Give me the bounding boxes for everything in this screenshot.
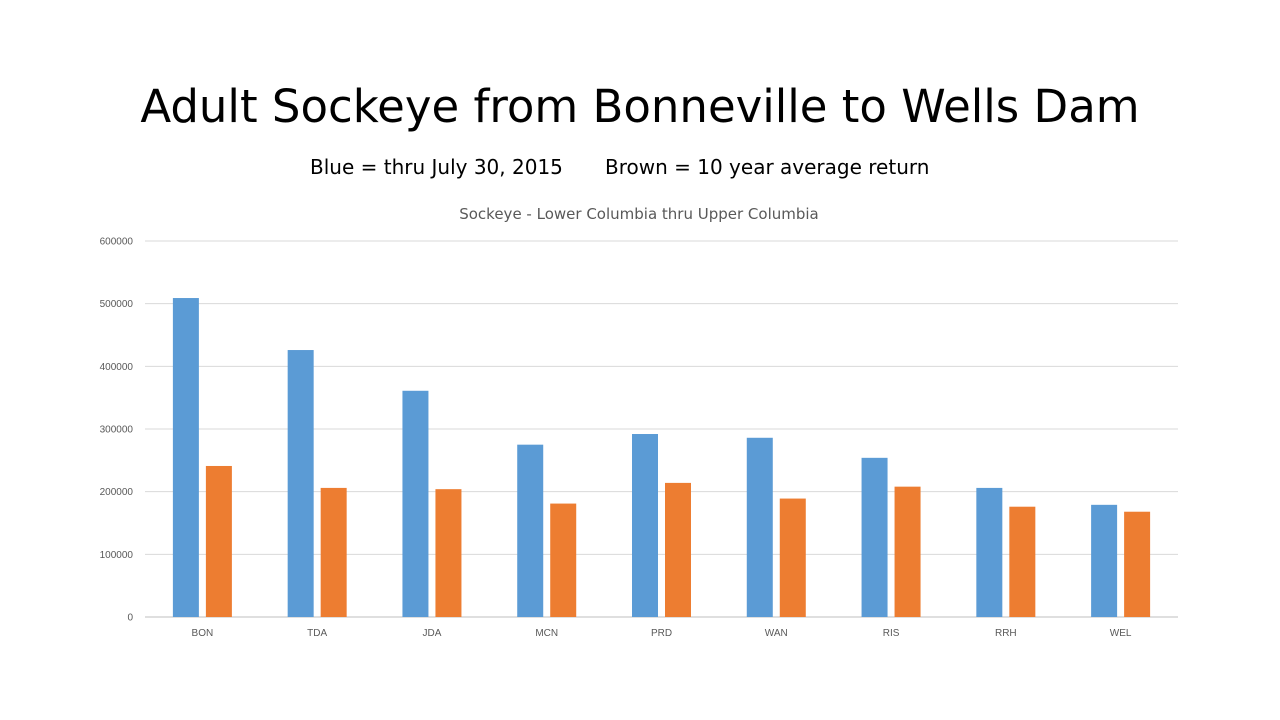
x-tick-label-rrh: RRH: [995, 628, 1017, 639]
chart-bars: [172, 298, 1151, 617]
bar-wel-series-1: [1091, 504, 1118, 617]
chart-gridlines: [145, 240, 1178, 618]
x-tick-label-mcn: MCN: [535, 628, 558, 639]
slide-title: Adult Sockeye from Bonneville to Wells D…: [140, 80, 1140, 133]
bar-tda-series-1: [287, 350, 314, 617]
bar-wel-series-2: [1124, 511, 1151, 617]
bar-prd-series-2: [665, 482, 691, 617]
y-tick-label: 600000: [100, 237, 134, 248]
chart-title: Sockeye - Lower Columbia thru Upper Colu…: [459, 205, 819, 223]
bar-tda-series-2: [320, 487, 347, 617]
bar-ris-series-2: [894, 486, 921, 617]
y-axis-ticks: 0 100000 200000 300000 400000 500000 600000: [100, 237, 134, 624]
x-tick-label-tda: TDA: [307, 628, 327, 639]
bar-wan-series-2: [779, 498, 806, 617]
bar-ris-series-1: [861, 457, 888, 617]
subtitle-blue-note: Blue = thru July 30, 2015: [310, 155, 563, 179]
x-tick-label-wan: WAN: [765, 628, 788, 639]
bar-mcn-series-2: [550, 503, 577, 617]
bar-rrh-series-1: [976, 487, 1003, 617]
x-tick-label-bon: BON: [192, 628, 214, 639]
y-tick-label: 500000: [100, 299, 134, 310]
y-tick-label: 400000: [100, 362, 134, 373]
x-tick-label-ris: RIS: [883, 628, 900, 639]
bar-bon-series-2: [205, 465, 232, 617]
bar-bon-series-1: [172, 298, 199, 617]
bar-wan-series-1: [746, 437, 773, 617]
subtitle-brown-note: Brown = 10 year average return: [605, 155, 930, 179]
y-tick-label: 100000: [100, 550, 134, 561]
y-tick-label: 0: [127, 613, 133, 624]
bar-mcn-series-1: [517, 444, 544, 617]
bar-jda-series-2: [435, 489, 462, 617]
y-tick-label: 300000: [100, 425, 134, 436]
bar-prd-series-1: [632, 434, 658, 617]
x-tick-label-wel: WEL: [1110, 628, 1132, 639]
bar-rrh-series-2: [1009, 506, 1036, 617]
x-tick-label-prd: PRD: [651, 628, 672, 639]
y-tick-label: 200000: [100, 487, 134, 498]
x-axis-ticks: BON TDA JDA MCN PRD WAN RIS RRH WEL: [192, 628, 1132, 639]
bar-jda-series-1: [402, 390, 429, 617]
x-tick-label-jda: JDA: [422, 628, 441, 639]
